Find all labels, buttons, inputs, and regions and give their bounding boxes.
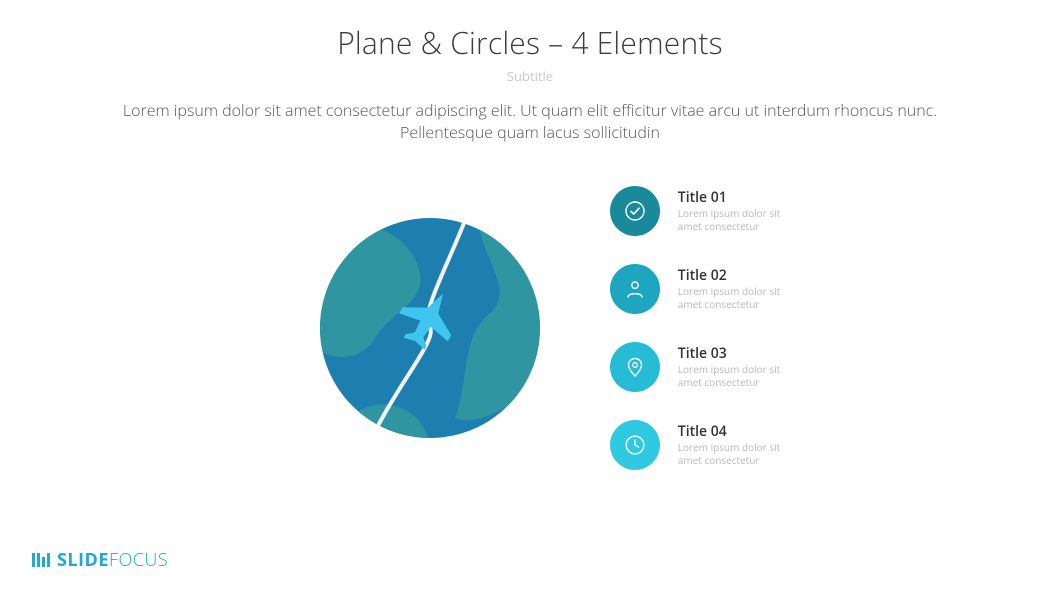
items-column: Title 01 Lorem ipsum dolor sit amet cons…	[610, 186, 780, 470]
item-03-text: Title 03 Lorem ipsum dolor sit amet cons…	[678, 344, 780, 390]
item-01: Title 01 Lorem ipsum dolor sit amet cons…	[610, 186, 780, 236]
item-04-circle	[610, 420, 660, 470]
page-subtitle: Subtitle	[0, 67, 1060, 85]
item-01-text: Title 01 Lorem ipsum dolor sit amet cons…	[678, 188, 780, 234]
item-03-desc: Lorem ipsum dolor sit amet consectetur	[678, 363, 780, 390]
item-01-title: Title 01	[678, 188, 780, 207]
item-02-title: Title 02	[678, 266, 780, 285]
item-04-text: Title 04 Lorem ipsum dolor sit amet cons…	[678, 422, 780, 468]
header: Plane & Circles – 4 Elements Subtitle	[0, 0, 1060, 85]
pin-icon	[623, 355, 647, 379]
item-03-circle	[610, 342, 660, 392]
item-03: Title 03 Lorem ipsum dolor sit amet cons…	[610, 342, 780, 392]
item-02-circle	[610, 264, 660, 314]
check-icon	[623, 199, 647, 223]
description-text: Lorem ipsum dolor sit amet consectetur a…	[120, 99, 940, 144]
item-04-title: Title 04	[678, 422, 780, 441]
item-02-text: Title 02 Lorem ipsum dolor sit amet cons…	[678, 266, 780, 312]
brand-logo: SLIDEFOCUS	[32, 548, 168, 572]
globe-graphic	[320, 218, 540, 438]
content-row: Title 01 Lorem ipsum dolor sit amet cons…	[0, 186, 1060, 470]
globe-icon	[320, 218, 540, 438]
item-04-desc: Lorem ipsum dolor sit amet consectetur	[678, 441, 780, 468]
person-icon	[623, 277, 647, 301]
item-02-desc: Lorem ipsum dolor sit amet consectetur	[678, 285, 780, 312]
item-01-desc: Lorem ipsum dolor sit amet consectetur	[678, 207, 780, 234]
item-03-title: Title 03	[678, 344, 780, 363]
slide: Plane & Circles – 4 Elements Subtitle Lo…	[0, 0, 1060, 596]
page-title: Plane & Circles – 4 Elements	[0, 22, 1060, 63]
item-01-circle	[610, 186, 660, 236]
brand-text: SLIDEFOCUS	[57, 548, 168, 572]
clock-icon	[623, 433, 647, 457]
brand-bars-icon	[32, 553, 50, 567]
item-04: Title 04 Lorem ipsum dolor sit amet cons…	[610, 420, 780, 470]
item-02: Title 02 Lorem ipsum dolor sit amet cons…	[610, 264, 780, 314]
